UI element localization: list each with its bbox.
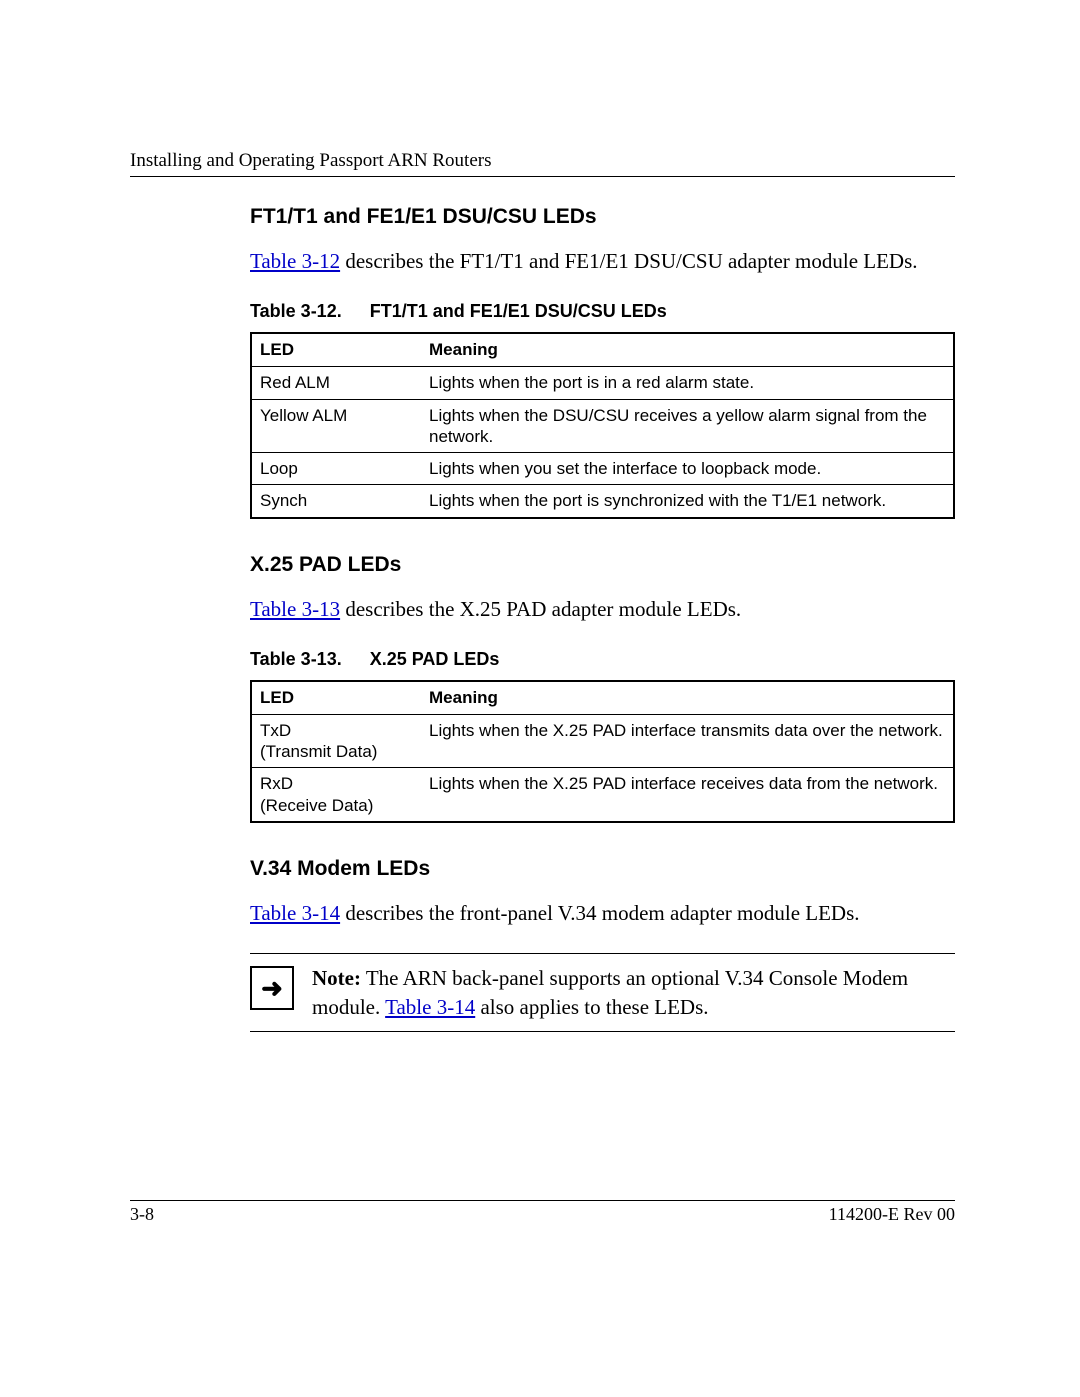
- section1-intro: Table 3-12 describes the FT1/T1 and FE1/…: [250, 247, 955, 275]
- doc-number: 114200-E Rev 00: [829, 1204, 955, 1225]
- cell-led: Red ALM: [251, 367, 421, 399]
- col-header-meaning: Meaning: [421, 681, 954, 715]
- table-row: LoopLights when you set the interface to…: [251, 453, 954, 485]
- running-header: Installing and Operating Passport ARN Ro…: [130, 150, 955, 172]
- cell-led: Yellow ALM: [251, 399, 421, 453]
- arrow-right-icon: ➜: [250, 966, 294, 1010]
- table-x25-leds: LED Meaning TxD (Transmit Data)Lights wh…: [250, 680, 955, 823]
- section3-intro-text: describes the front-panel V.34 modem ada…: [340, 901, 859, 925]
- section-heading-x25: X.25 PAD LEDs: [250, 553, 955, 577]
- page: Installing and Operating Passport ARN Ro…: [0, 0, 1080, 1397]
- cell-meaning: Lights when the DSU/CSU receives a yello…: [421, 399, 954, 453]
- table-3-12-link[interactable]: Table 3-12: [250, 249, 340, 273]
- table-3-12-caption: Table 3-12. FT1/T1 and FE1/E1 DSU/CSU LED…: [250, 301, 955, 322]
- table-3-13-link[interactable]: Table 3-13: [250, 597, 340, 621]
- section-heading-dsu-csu: FT1/T1 and FE1/E1 DSU/CSU LEDs: [250, 205, 955, 229]
- col-header-led: LED: [251, 333, 421, 367]
- table-row: LED Meaning: [251, 681, 954, 715]
- page-footer: 3-8 114200-E Rev 00: [130, 1204, 955, 1225]
- table-row: SynchLights when the port is synchronize…: [251, 485, 954, 518]
- table-3-12-caption-title: FT1/T1 and FE1/E1 DSU/CSU LEDs: [370, 301, 667, 321]
- table-row: TxD (Transmit Data)Lights when the X.25 …: [251, 714, 954, 768]
- cell-meaning: Lights when the port is in a red alarm s…: [421, 367, 954, 399]
- cell-meaning: Lights when you set the interface to loo…: [421, 453, 954, 485]
- col-header-led: LED: [251, 681, 421, 715]
- table-3-13-caption-title: X.25 PAD LEDs: [370, 649, 500, 669]
- note-text: Note: The ARN back-panel supports an opt…: [312, 964, 955, 1021]
- table-row: Yellow ALMLights when the DSU/CSU receiv…: [251, 399, 954, 453]
- table-row: LED Meaning: [251, 333, 954, 367]
- footer-rule: [130, 1200, 955, 1201]
- section2-intro-text: describes the X.25 PAD adapter module LE…: [340, 597, 741, 621]
- section3-intro: Table 3-14 describes the front-panel V.3…: [250, 899, 955, 927]
- table-3-14-link[interactable]: Table 3-14: [250, 901, 340, 925]
- table-row: Red ALMLights when the port is in a red …: [251, 367, 954, 399]
- col-header-meaning: Meaning: [421, 333, 954, 367]
- section-heading-v34: V.34 Modem LEDs: [250, 857, 955, 881]
- cell-led: Loop: [251, 453, 421, 485]
- table-3-13-caption-label: Table 3-13.: [250, 649, 342, 669]
- table-3-13-caption: Table 3-13. X.25 PAD LEDs: [250, 649, 955, 670]
- header-rule: [130, 176, 955, 177]
- cell-meaning: Lights when the X.25 PAD interface recei…: [421, 768, 954, 822]
- table-3-12-caption-label: Table 3-12.: [250, 301, 342, 321]
- note-top-rule: [250, 953, 955, 954]
- content-column: FT1/T1 and FE1/E1 DSU/CSU LEDs Table 3-1…: [250, 205, 955, 1032]
- note-bottom-rule: [250, 1031, 955, 1032]
- cell-meaning: Lights when the port is synchronized wit…: [421, 485, 954, 518]
- table-3-14-note-link[interactable]: Table 3-14: [385, 995, 475, 1019]
- cell-led: TxD (Transmit Data): [251, 714, 421, 768]
- note-block: ➜ Note: The ARN back-panel supports an o…: [250, 964, 955, 1021]
- page-number: 3-8: [130, 1204, 154, 1225]
- cell-led: Synch: [251, 485, 421, 518]
- note-after-link: also applies to these LEDs.: [475, 995, 708, 1019]
- note-label: Note:: [312, 966, 361, 990]
- cell-led: RxD (Receive Data): [251, 768, 421, 822]
- section2-intro: Table 3-13 describes the X.25 PAD adapte…: [250, 595, 955, 623]
- cell-meaning: Lights when the X.25 PAD interface trans…: [421, 714, 954, 768]
- section1-intro-text: describes the FT1/T1 and FE1/E1 DSU/CSU …: [340, 249, 917, 273]
- table-dsu-csu-leds: LED Meaning Red ALMLights when the port …: [250, 332, 955, 518]
- table-row: RxD (Receive Data)Lights when the X.25 P…: [251, 768, 954, 822]
